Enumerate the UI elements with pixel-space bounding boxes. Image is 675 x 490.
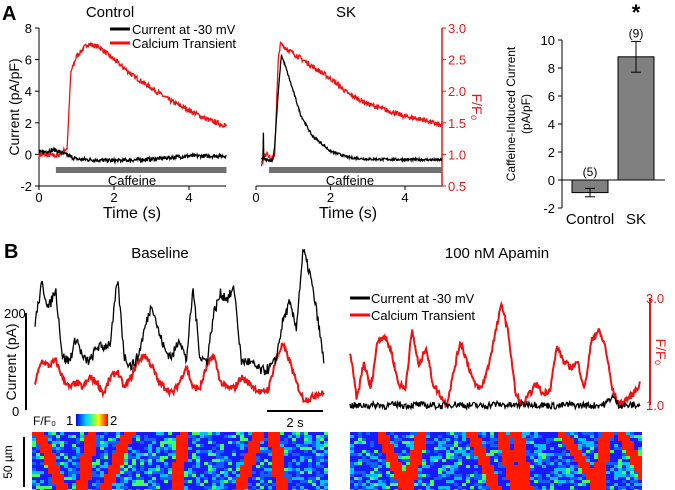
space-scale-label: 50 µm [1, 445, 15, 479]
control-current-trace [38, 146, 227, 165]
bar-ytick-label: 2 [548, 145, 555, 160]
legend-calcium-label: Calcium Transient [132, 36, 236, 51]
control-caffeine-bar [55, 167, 227, 173]
bar-ytick-label: 10 [541, 33, 555, 48]
legend-b-calcium-label: Calcium Transient [371, 308, 475, 323]
panel-label-b: B [4, 241, 18, 263]
bar-n-label: (9) [629, 26, 644, 40]
sk-right-ytick-label: 2.0 [448, 84, 466, 99]
control-calcium-trace [38, 41, 228, 159]
control-xtick-label: 4 [185, 190, 192, 205]
apamin-right-ylabel: F/F₀ [653, 339, 669, 366]
bar-category-label: SK [626, 211, 646, 228]
control-ytick-label: -2 [20, 179, 32, 194]
control-xtick-label: 0 [35, 190, 42, 205]
control-xtick-label: 2 [110, 190, 117, 205]
sk-xtick-label: 2 [327, 190, 334, 205]
apamin-tick-1: 1.0 [646, 398, 664, 413]
bar-ytick-label: 8 [548, 61, 555, 76]
apamin-current-trace [349, 393, 641, 411]
bar-ytick-label: -2 [543, 201, 555, 216]
baseline-title: Baseline [131, 245, 189, 262]
legend-b-current-label: Current at -30 mV [371, 291, 475, 306]
control-ytick-label: 6 [25, 53, 32, 68]
current-scale-0: 0 [12, 404, 19, 419]
control-ytick-label: 2 [25, 116, 32, 131]
control-title: Control [86, 4, 134, 21]
sk-current-trace [261, 54, 443, 164]
sk-right-ytick-label: 1.0 [448, 147, 466, 162]
control-ytick-label: 8 [25, 21, 32, 36]
significance-star: * [632, 0, 641, 25]
legend-current-label: Current at -30 mV [132, 22, 236, 37]
apamin-linescan-image [350, 432, 642, 490]
sk-calcium-trace [260, 41, 443, 167]
apamin-title: 100 nM Apamin [445, 245, 549, 262]
apamin-tick-3: 3.0 [646, 291, 664, 306]
sk-title: SK [336, 4, 356, 21]
sk-right-ytick-label: 3.0 [448, 21, 466, 36]
sk-xlabel: Time (s) [319, 205, 377, 222]
colorbar-min: 1 [66, 413, 73, 428]
bar-ytick-label: 6 [548, 89, 555, 104]
control-ylabel: Current (pA/pF) [6, 58, 22, 155]
bar-ytick-label: 4 [548, 117, 555, 132]
control-xlabel: Time (s) [103, 205, 161, 222]
colorbar-label: F/F₀ [33, 414, 56, 428]
sk-caffeine-label: Caffeine [326, 173, 374, 188]
bar-ytick-label: 0 [548, 173, 555, 188]
colorbar-max: 2 [110, 413, 117, 428]
apamin-calcium-trace [349, 300, 641, 409]
bar-sk [617, 56, 655, 181]
current-scale-200: 200 [4, 306, 26, 321]
sk-right-ylabel: F/F₀ [469, 94, 485, 121]
bar-category-label: Control [566, 211, 614, 228]
baseline-linescan-image [32, 432, 328, 490]
baseline-ylabel: Current (pA) [3, 323, 19, 400]
sk-right-ytick-label: 2.5 [448, 53, 466, 68]
sk-caffeine-bar [269, 167, 443, 173]
sk-xtick-label: 0 [252, 190, 259, 205]
time-scale-label: 2 s [286, 415, 304, 430]
sk-xtick-label: 4 [401, 190, 408, 205]
colorbar [76, 414, 108, 426]
control-ytick-label: 4 [25, 84, 32, 99]
baseline-calcium-trace [34, 342, 325, 404]
sk-right-ytick-label: 1.5 [448, 116, 466, 131]
bar-ylabel: Caffeine-Induced Current(pA/pF) [504, 46, 533, 181]
control-caffeine-label: Caffeine [108, 173, 156, 188]
baseline-current-trace [34, 248, 325, 376]
bar-n-label: (5) [583, 165, 598, 179]
panel-label-a: A [2, 3, 16, 25]
sk-right-ytick-label: 0.5 [448, 179, 466, 194]
control-ytick-label: 0 [25, 147, 32, 162]
